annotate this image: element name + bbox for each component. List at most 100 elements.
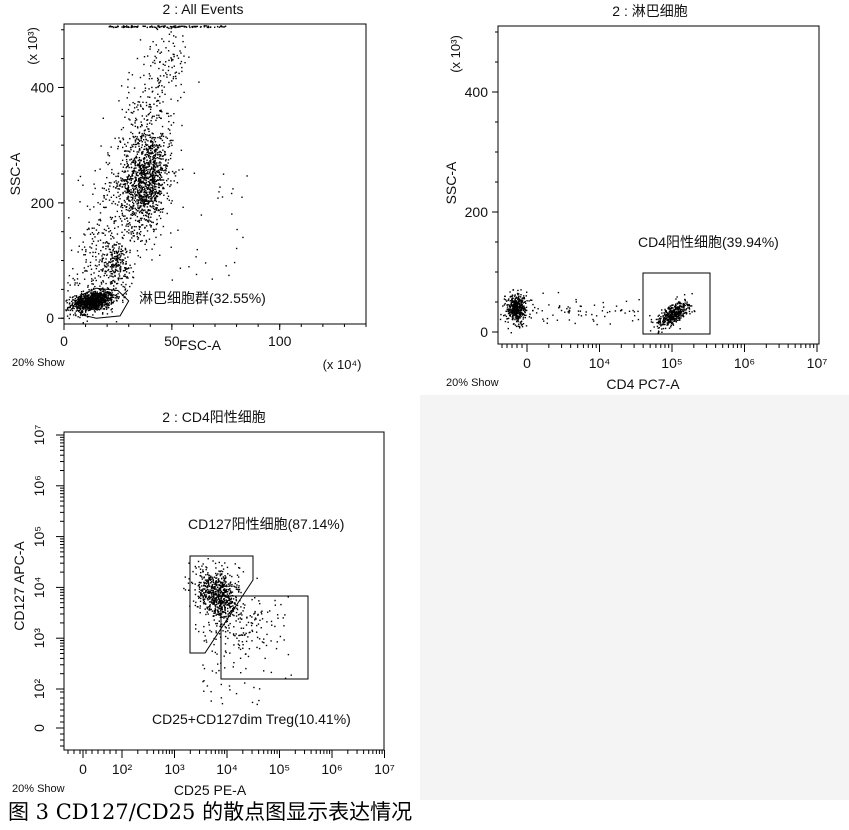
plot3-event	[205, 581, 208, 583]
plot1-event	[159, 102, 161, 104]
plot2-event	[518, 310, 520, 313]
plot2-event	[558, 307, 560, 309]
plot2-event	[519, 296, 522, 298]
plot1-event	[204, 262, 207, 264]
plot1-event	[84, 270, 86, 272]
plot2-event	[601, 310, 604, 312]
plot1-event	[170, 202, 172, 204]
plot1-event	[80, 311, 82, 313]
plot1-event	[69, 284, 71, 286]
plot3-event	[211, 598, 214, 600]
plot3-event	[212, 589, 215, 592]
plot3-event	[219, 574, 222, 577]
plot1-event	[181, 70, 183, 73]
plot1-event	[162, 63, 165, 66]
plot1-event	[140, 219, 142, 221]
plot1-event	[119, 217, 122, 220]
plot2-event	[515, 313, 518, 315]
plot1-event	[161, 85, 163, 87]
plot3-event	[210, 600, 212, 603]
plot1-event	[146, 176, 148, 178]
plot2-event	[517, 317, 520, 320]
plot2-event	[577, 310, 580, 312]
plot1-event	[109, 271, 111, 273]
plot1-event	[149, 175, 152, 178]
plot1-event	[73, 307, 75, 310]
plot2-event	[521, 297, 523, 300]
plot3-event	[251, 629, 253, 632]
plot3-event	[218, 570, 220, 572]
plot2-event	[664, 308, 666, 311]
plot1-event	[86, 292, 88, 295]
plot1-event	[137, 255, 139, 257]
plot3-event	[201, 576, 203, 578]
plot1-event	[153, 243, 156, 246]
plot1-event	[129, 251, 131, 254]
plot3-event	[205, 590, 207, 593]
plot2-ylabel: SSC-A	[443, 161, 459, 204]
plot2-event	[673, 318, 676, 321]
plot3-event	[208, 601, 211, 603]
plot3-event	[205, 590, 208, 592]
plot1-event	[146, 211, 148, 213]
plot1-event	[91, 302, 94, 305]
plot3-event	[214, 606, 217, 608]
plot1-event	[182, 206, 184, 209]
plot1-event	[87, 301, 89, 303]
plot1-event	[122, 138, 125, 141]
plot1-event	[117, 147, 119, 150]
plot2-event	[628, 310, 631, 312]
plot2-event	[521, 325, 524, 328]
plot1-event	[98, 302, 100, 305]
plot1-event	[120, 177, 122, 179]
plot2-event	[520, 301, 523, 304]
plot1-event	[196, 25, 199, 28]
plot1-event	[157, 171, 160, 174]
plot1-event	[112, 259, 114, 262]
plot1-event	[126, 198, 128, 200]
plot1-event	[115, 182, 118, 184]
plot1-event	[91, 242, 93, 245]
plot1-event	[129, 193, 132, 196]
plot1-event	[102, 293, 105, 295]
plot1-event	[75, 295, 78, 297]
plot1-event	[113, 264, 115, 266]
plot1-event	[113, 237, 115, 239]
plot1-event	[92, 287, 95, 290]
plot3-event	[201, 578, 204, 580]
plot1-event	[163, 194, 165, 196]
plot3-event	[211, 576, 213, 578]
plot3-event	[210, 575, 212, 577]
plot1-event	[173, 55, 175, 58]
plot1-event	[102, 295, 105, 297]
plot1-event	[82, 297, 84, 300]
plot1-xtick-label: 50	[164, 333, 180, 349]
plot3-event	[210, 631, 213, 633]
plot2-event	[669, 320, 671, 322]
plot2-event	[631, 320, 634, 322]
plot1-event	[124, 171, 127, 173]
plot3-event	[213, 599, 216, 601]
plot2-event	[662, 327, 665, 330]
plot2-event	[520, 308, 522, 310]
plot1-event	[233, 261, 236, 264]
plot3-event	[261, 618, 264, 620]
plot1-event	[157, 49, 160, 51]
plot1-event	[150, 140, 153, 142]
plot1-event	[66, 315, 69, 317]
plot2-event	[674, 314, 677, 316]
plot1-event	[151, 181, 153, 183]
plot1-event	[155, 196, 157, 198]
plot3-event	[226, 620, 229, 623]
plot1-event	[151, 132, 153, 134]
plot1-event	[96, 294, 99, 296]
plot2-event	[522, 307, 525, 310]
plot1-event	[139, 76, 142, 79]
plot1-event	[138, 147, 141, 150]
plot1-event	[122, 281, 124, 284]
plot2-event	[515, 314, 517, 317]
plot1-event	[163, 40, 165, 43]
plot1-event	[181, 66, 183, 69]
plot1-event	[158, 162, 160, 164]
plot1-event	[113, 252, 116, 255]
